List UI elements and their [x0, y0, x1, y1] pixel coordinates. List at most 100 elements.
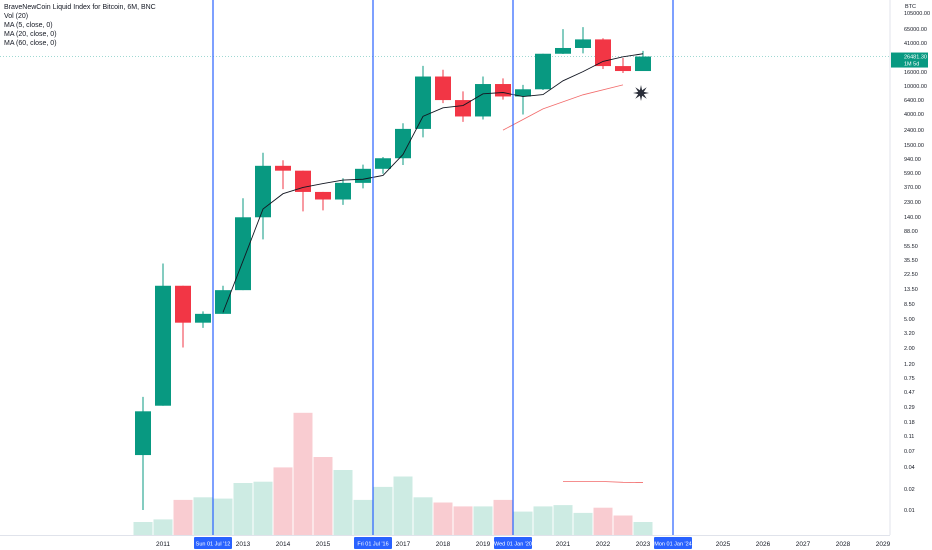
- candle-body: [535, 54, 551, 90]
- x-tick-label: 2014: [276, 541, 291, 548]
- date-label: Mon 01 Jan '24: [654, 542, 691, 548]
- candle-body: [555, 48, 571, 54]
- volume-bar: [254, 482, 273, 535]
- y-tick-label: 1500.00: [904, 143, 924, 149]
- volume-bar: [494, 500, 513, 535]
- volume-bar: [234, 483, 253, 535]
- y-tick-label: 22.50: [904, 272, 918, 278]
- y-tick-label: 940.00: [904, 157, 921, 163]
- y-tick-label: 0.02: [904, 487, 915, 493]
- y-tick-label: 5.00: [904, 317, 915, 323]
- y-tick-label: 0.18: [904, 420, 915, 426]
- last-price-tag: 26481.301M 5d: [891, 53, 928, 68]
- x-tick-label: 2018: [436, 541, 451, 548]
- y-tick-label: 41000.00: [904, 41, 927, 47]
- volume-bar: [634, 522, 653, 535]
- countdown-value: 1M 5d: [904, 62, 919, 68]
- y-tick-label: 0.11: [904, 434, 914, 440]
- candle-body: [635, 57, 651, 72]
- date-label: Fri 01 Jul '16: [357, 542, 388, 548]
- candle-body: [195, 314, 211, 323]
- volume-bar: [294, 413, 313, 535]
- candle-body: [595, 39, 611, 66]
- candle-body: [215, 290, 231, 314]
- volume-bar: [534, 506, 553, 535]
- candle-body: [235, 217, 251, 290]
- volume-bar: [614, 516, 633, 536]
- legend-title: BraveNewCoin Liquid Index for Bitcoin, 6…: [4, 3, 156, 12]
- legend-ma5: MA (5, close, 0): [4, 21, 156, 30]
- date-label-tag: Sun 01 Jul '12: [194, 537, 232, 549]
- y-tick-label: 35.50: [904, 258, 918, 264]
- y-tick-label: 10000.00: [904, 84, 927, 90]
- candle-body: [495, 84, 511, 96]
- volume-bar: [334, 470, 353, 535]
- x-tick-label: 2021: [556, 541, 571, 548]
- volume-bar: [194, 497, 213, 535]
- date-label: Wed 01 Jan '20: [494, 542, 532, 548]
- y-tick-label: 230.00: [904, 200, 921, 206]
- candle-body: [615, 66, 631, 71]
- candle: [535, 54, 551, 90]
- candle-body: [575, 39, 591, 48]
- star-icon: [633, 85, 649, 101]
- y-tick-label: 370.00: [904, 185, 921, 191]
- y-tick-label: 13.50: [904, 287, 918, 293]
- y-tick-label: 2400.00: [904, 128, 924, 134]
- candle-body: [475, 84, 491, 116]
- volume-bar: [554, 505, 573, 535]
- date-label-tag: Fri 01 Jul '16: [354, 537, 392, 549]
- y-tick-label: 105000.00: [904, 11, 930, 17]
- y-tick-label: 65000.00: [904, 27, 927, 33]
- legend-ma60: MA (60, close, 0): [4, 39, 156, 48]
- y-tick-label: 2.00: [904, 346, 915, 352]
- candle-body: [155, 286, 171, 406]
- candle-body: [435, 77, 451, 101]
- y-tick-label: 16000.00: [904, 70, 927, 76]
- x-tick-label: 2026: [756, 541, 771, 548]
- x-tick-label: 2022: [596, 541, 611, 548]
- volume-bar: [414, 497, 433, 535]
- volume-bar: [314, 457, 333, 535]
- y-tick-label: 6400.00: [904, 98, 924, 104]
- y-tick-label: 1.20: [904, 362, 915, 368]
- chart-legend: BraveNewCoin Liquid Index for Bitcoin, 6…: [4, 3, 156, 48]
- y-tick-label: 55.50: [904, 244, 918, 250]
- volume-bar: [154, 519, 173, 535]
- x-tick-label: 2028: [836, 541, 851, 548]
- volume-bar: [394, 477, 413, 536]
- candle-body: [335, 183, 351, 200]
- x-tick-label: 2013: [236, 541, 251, 548]
- volume-bar: [134, 522, 153, 535]
- y-tick-label: 0.29: [904, 405, 915, 411]
- axis-unit-label: BTC: [905, 4, 916, 10]
- candle-body: [415, 77, 431, 129]
- candle-body: [175, 286, 191, 323]
- candle-body: [315, 192, 331, 200]
- volume-bar: [374, 487, 393, 535]
- y-tick-label: 3.20: [904, 331, 915, 337]
- y-tick-label: 0.01: [904, 508, 915, 514]
- volume-bar: [354, 500, 373, 535]
- y-tick-label: 88.00: [904, 229, 918, 235]
- candle-body: [375, 158, 391, 169]
- date-label: Sun 01 Jul '12: [196, 542, 231, 548]
- volume-bar: [274, 467, 293, 535]
- x-tick-label: 2025: [716, 541, 731, 548]
- y-tick-label: 0.07: [904, 449, 915, 455]
- volume-bar: [474, 506, 493, 535]
- legend-ma20: MA (20, close, 0): [4, 30, 156, 39]
- legend-vol: Vol (20): [4, 12, 156, 21]
- y-tick-label: 0.75: [904, 376, 915, 382]
- volume-bar: [454, 506, 473, 535]
- candle-body: [135, 411, 151, 455]
- y-tick-label: 140.00: [904, 215, 921, 221]
- x-tick-label: 2011: [156, 541, 170, 548]
- x-tick-label: 2017: [396, 541, 411, 548]
- x-tick-label: 2027: [796, 541, 811, 548]
- candle-body: [275, 166, 291, 171]
- date-label-tag: Mon 01 Jan '24: [654, 537, 692, 549]
- volume-bar: [594, 508, 613, 535]
